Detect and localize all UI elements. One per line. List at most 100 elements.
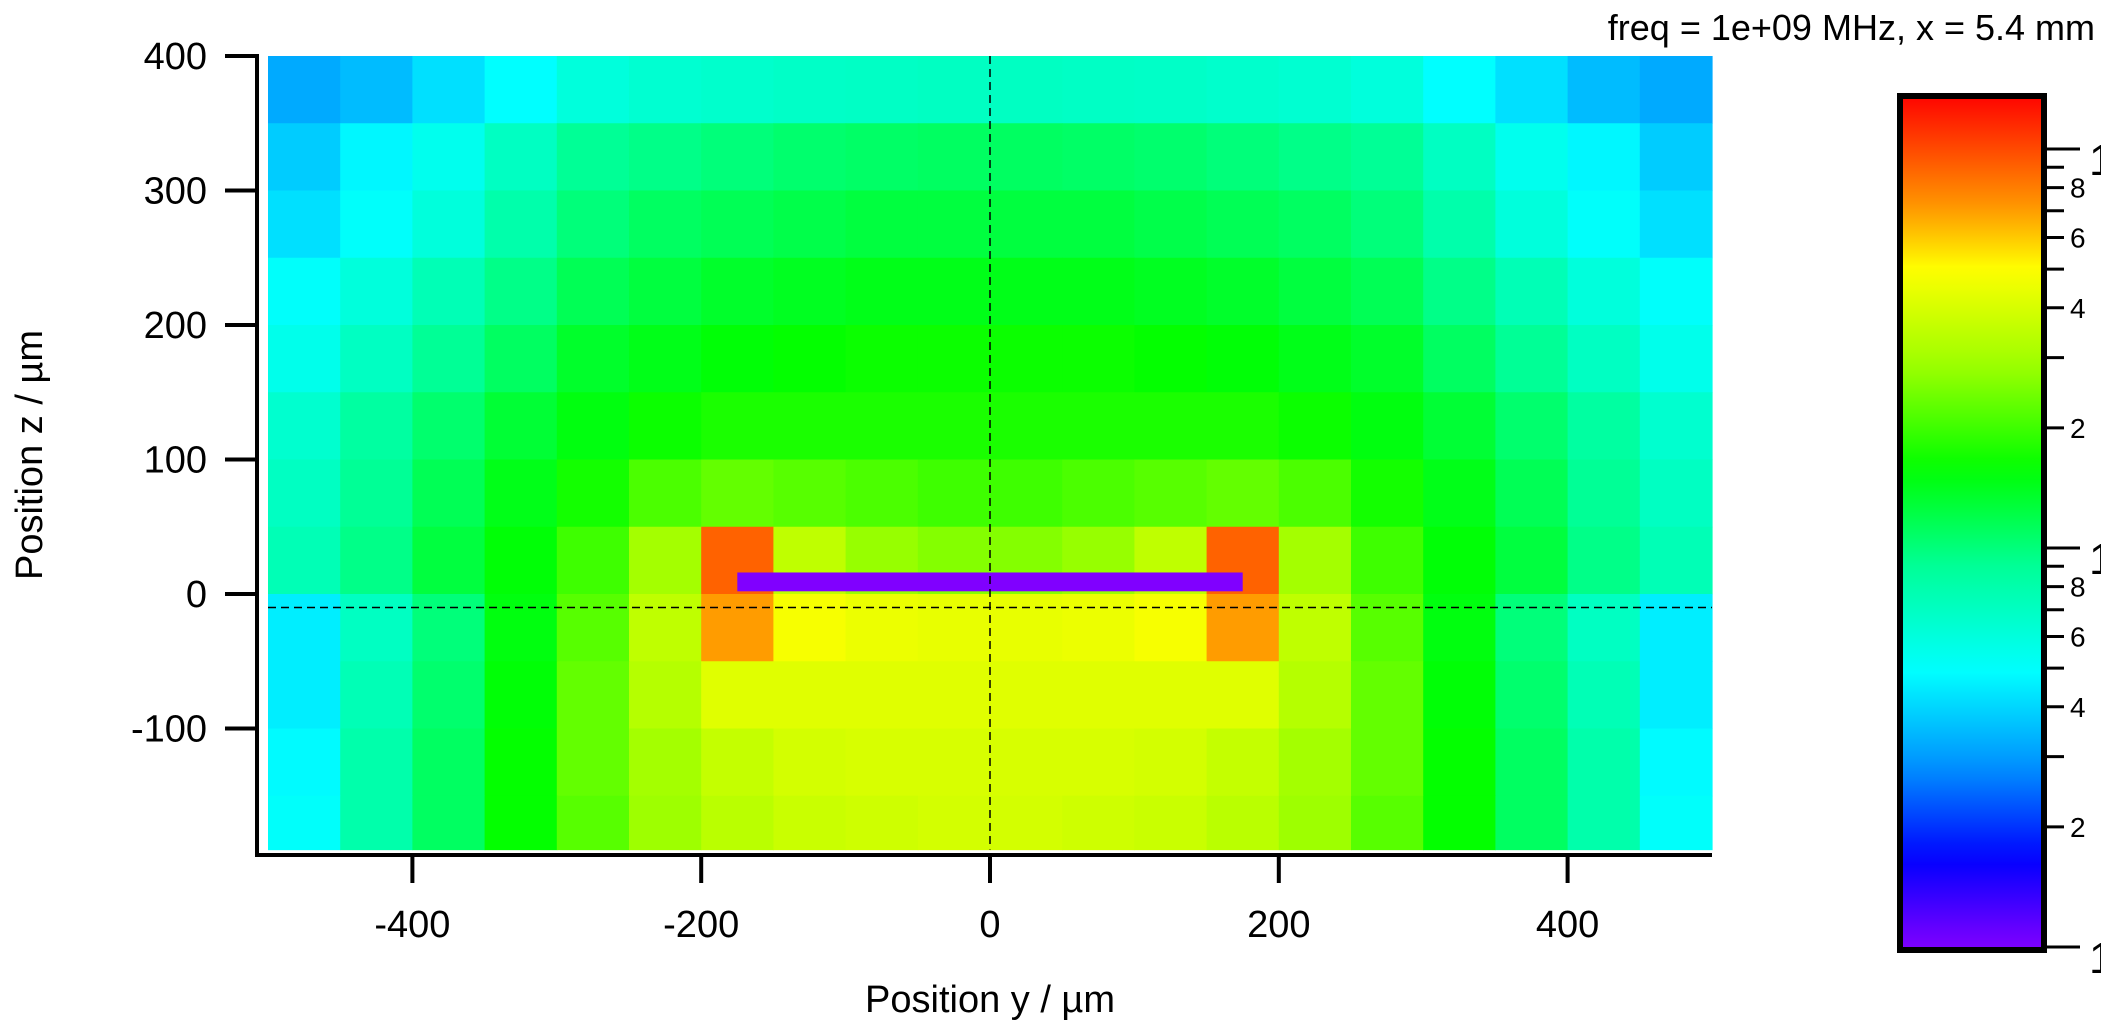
heatmap-cell xyxy=(1278,526,1352,595)
heatmap-cell xyxy=(773,661,847,730)
heatmap-cell xyxy=(1351,728,1424,797)
heatmap-cell xyxy=(1351,123,1424,192)
heatmap-cell xyxy=(1423,325,1496,393)
colorbar-minor-label: 2 xyxy=(2070,413,2086,444)
x-tick-label: 0 xyxy=(979,904,1000,946)
heatmap-cell xyxy=(773,56,847,124)
heatmap-cell xyxy=(556,459,630,528)
heatmap-cell xyxy=(1423,257,1496,326)
heatmap-cell xyxy=(1423,795,1496,851)
heatmap-cell xyxy=(1567,257,1641,326)
heatmap-cell xyxy=(1062,728,1135,797)
heatmap-cell xyxy=(701,257,774,326)
heatmap-cell xyxy=(1495,190,1569,259)
heatmap-cell xyxy=(1423,459,1496,528)
colorbar-minor-label: 4 xyxy=(2070,293,2086,324)
heatmap-cell xyxy=(1639,459,1713,528)
heatmap-cell xyxy=(629,594,702,662)
heatmap-cell xyxy=(1495,257,1569,326)
heatmap-cell xyxy=(1423,392,1496,461)
heatmap-cell xyxy=(990,728,1063,797)
heatmap-cell xyxy=(917,325,991,393)
heatmap-cell xyxy=(1062,795,1135,851)
heatmap-cell xyxy=(917,661,991,730)
heatmap-cell xyxy=(340,526,413,595)
heatmap-cell xyxy=(1639,795,1713,851)
heatmap-cell xyxy=(1567,594,1641,662)
x-tick-label: -400 xyxy=(374,904,450,946)
heatmap-cell xyxy=(340,728,413,797)
heatmap-cell xyxy=(1134,123,1208,192)
heatmap-cell xyxy=(484,728,558,797)
heatmap-cell xyxy=(1567,392,1641,461)
heatmap-cell xyxy=(773,459,847,528)
heatmap-cell xyxy=(1495,392,1569,461)
heatmap-cell xyxy=(1134,257,1208,326)
heatmap-cell xyxy=(845,392,919,461)
heatmap-cell xyxy=(917,56,991,124)
heatmap-cell xyxy=(1134,728,1208,797)
heatmap-cell xyxy=(268,661,341,730)
heatmap-cell xyxy=(340,459,413,528)
heatmap-cell xyxy=(701,325,774,393)
heatmap-cell xyxy=(1639,526,1713,595)
heatmap-cell xyxy=(340,190,413,259)
heatmap-cell xyxy=(1278,56,1352,124)
heatmap-cell xyxy=(412,459,486,528)
heatmap-cell xyxy=(629,56,702,124)
heatmap-cell xyxy=(268,257,341,326)
heatmap-cell xyxy=(629,392,702,461)
heatmap-cell xyxy=(556,56,630,124)
heatmap-cell xyxy=(845,325,919,393)
heatmap-cell xyxy=(1278,123,1352,192)
heatmap-cell xyxy=(701,728,774,797)
heatmap-cell xyxy=(1423,594,1496,662)
heatmap-cell xyxy=(773,392,847,461)
heatmap-cell xyxy=(1206,392,1280,461)
heatmap-cell xyxy=(1134,594,1208,662)
heatmap-cell xyxy=(484,459,558,528)
heatmap-cell xyxy=(1062,459,1135,528)
heatmap-cell xyxy=(484,594,558,662)
colorbar-minor-label: 2 xyxy=(2070,812,2086,843)
y-tick-label: 100 xyxy=(144,440,207,482)
heatmap-cell xyxy=(556,123,630,192)
heatmap-cell xyxy=(1351,325,1424,393)
heatmap-cell xyxy=(1351,594,1424,662)
heatmap-cell xyxy=(1639,123,1713,192)
heatmap-cell xyxy=(1423,526,1496,595)
colorbar: 24682468102103104 xyxy=(1897,93,2101,983)
heatmap-cell xyxy=(484,190,558,259)
heatmap-cell xyxy=(1495,325,1569,393)
heatmap-cell xyxy=(268,459,341,528)
heatmap-cell xyxy=(990,325,1063,393)
heatmap-cell xyxy=(484,123,558,192)
heatmap-cell xyxy=(845,795,919,851)
x-tick-label: 400 xyxy=(1536,904,1599,946)
x-tick-label: -200 xyxy=(663,904,739,946)
heatmap-cell xyxy=(845,728,919,797)
heatmap-cell xyxy=(845,594,919,662)
heatmap-cell xyxy=(556,190,630,259)
heatmap-cell xyxy=(340,661,413,730)
heatmap-cell xyxy=(629,190,702,259)
heatmap-cell xyxy=(1062,56,1135,124)
heatmap-cell xyxy=(268,594,341,662)
heatmap-cell xyxy=(701,661,774,730)
x-tick-label: 200 xyxy=(1247,904,1310,946)
heatmap-cell xyxy=(268,56,341,124)
heatmap-cell xyxy=(1639,257,1713,326)
heatmap-cell xyxy=(773,190,847,259)
heatmap-cell xyxy=(629,325,702,393)
heatmap-cell xyxy=(1567,526,1641,595)
heatmap-cells xyxy=(268,56,1713,851)
heatmap-cell xyxy=(990,190,1063,259)
heatmap-cell xyxy=(340,392,413,461)
heatmap-cell xyxy=(1567,795,1641,851)
heatmap-cell xyxy=(1567,123,1641,192)
heatmap-cell xyxy=(701,392,774,461)
heatmap-cell xyxy=(701,56,774,124)
heatmap-cell xyxy=(1278,392,1352,461)
heatmap-cell xyxy=(917,795,991,851)
